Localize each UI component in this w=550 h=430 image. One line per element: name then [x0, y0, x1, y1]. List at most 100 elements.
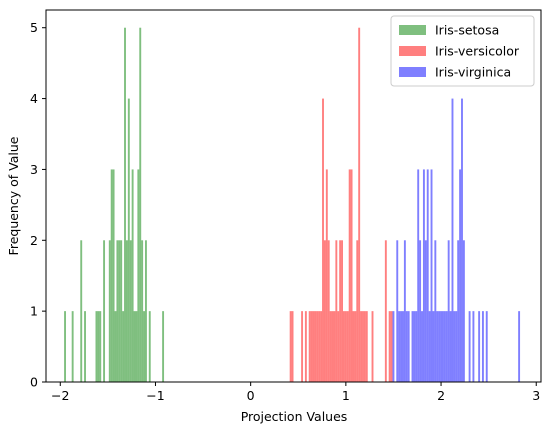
bar-series-0-bin-27: [145, 240, 147, 382]
bar-series-0-bin-5: [97, 311, 100, 382]
bar-series-1-bin-38: [390, 311, 393, 382]
bar-series-0-bin-1: [71, 311, 74, 382]
bar-series-0-bin-19: [129, 240, 132, 382]
bar-series-1-bin-32: [362, 311, 364, 382]
bar-series-1-bin-24: [346, 311, 349, 382]
y-axis-ticks: 0 1 2 3 4 5: [30, 20, 46, 390]
x-axis-label: Projection Values: [241, 409, 348, 424]
y-axis-label: Frequency of Value: [6, 136, 21, 255]
x-tick-label-2: 0: [247, 388, 255, 403]
bar-series-2-bin-23: [440, 311, 442, 382]
bar-series-2-bin-20: [434, 240, 437, 382]
bar-series-2-bin-26: [445, 311, 448, 382]
plot-frame: [45, 9, 542, 383]
bar-series-0-bin-24: [139, 27, 142, 382]
bar-series-2-bin-37: [472, 311, 475, 382]
bar-series-1-bin-19: [337, 311, 340, 382]
bar-series-1-bin-25: [348, 169, 351, 382]
bar-series-0-bin-11: [114, 311, 117, 382]
bar-series-1-bin-27: [352, 311, 355, 382]
legend-swatch-0: [399, 25, 426, 35]
bar-series-0-bin-20: [131, 169, 134, 382]
bar-series-2-bin-10: [415, 311, 418, 382]
bar-series-1-bin-29: [356, 240, 359, 382]
bar-series-1-bin-20: [339, 240, 342, 382]
bar-series-0-bin-3: [84, 311, 86, 382]
legend-box: [390, 15, 535, 87]
y-tick-label-4: 4: [30, 91, 38, 106]
bar-series-1-bin-0: [289, 311, 292, 382]
bar-series-2-bin-30: [453, 311, 456, 382]
bar-series-2-bin-29: [451, 98, 454, 383]
bar-series-0-bin-25: [141, 240, 144, 382]
bar-series-2-bin-33: [459, 169, 462, 382]
bar-series-1-bin-10: [320, 311, 323, 382]
bar-series-0-bin-17: [125, 240, 128, 382]
x-tick-label-0: −2: [51, 388, 69, 403]
bar-series-2-bin-1: [396, 240, 399, 382]
bar-series-2-bin-41: [518, 311, 521, 382]
bar-series-0-bin-13: [118, 240, 121, 382]
y-tick-label-2: 2: [30, 233, 38, 248]
bar-series-1-bin-33: [363, 311, 366, 382]
bar-series-1-bin-12: [323, 240, 326, 382]
bar-series-1-bin-18: [335, 240, 338, 382]
legend-swatch-1: [399, 46, 426, 56]
x-tick-label-3: 1: [342, 388, 350, 403]
bar-series-1-bin-14: [327, 240, 330, 382]
bar-series-2-bin-6: [405, 311, 408, 382]
bar-series-2-bin-9: [413, 311, 416, 382]
bar-series-0-bin-6: [99, 311, 102, 382]
bar-series-2-bin-40: [485, 311, 488, 382]
y-tick-label-1: 1: [30, 304, 38, 319]
bar-series-0-bin-16: [124, 27, 126, 382]
bar-series-0-bin-23: [137, 169, 140, 382]
bar-series-1-bin-11: [322, 98, 324, 383]
bar-series-1-bin-30: [358, 27, 361, 382]
bar-series-2-bin-36: [468, 311, 471, 382]
bar-series-2-bin-7: [407, 311, 410, 382]
bar-series-0-bin-18: [127, 98, 130, 383]
bar-series-0-bin-10: [112, 169, 115, 382]
bar-series-2-bin-16: [426, 169, 429, 382]
x-tick-label-4: 2: [437, 388, 445, 403]
bar-series-2-bin-14: [422, 169, 425, 382]
bar-series-1-bin-7: [314, 311, 317, 382]
bar-series-1-bin-31: [360, 311, 363, 382]
bar-series-1-bin-21: [341, 240, 343, 382]
bar-series-1-bin-28: [354, 311, 357, 382]
bar-series-0-bin-4: [95, 311, 98, 382]
bar-series-2-bin-13: [421, 311, 423, 382]
bar-series-1-bin-6: [312, 311, 315, 382]
bar-series-0-bin-26: [143, 311, 145, 382]
bar-series-2-bin-12: [419, 240, 422, 382]
bar-series-0-bin-22: [135, 311, 138, 382]
bar-series-2-bin-19: [432, 311, 435, 382]
legend-swatch-2: [399, 67, 426, 77]
bar-series-1-bin-2: [301, 311, 304, 382]
bar-series-2-bin-28: [449, 311, 452, 382]
bar-series-1-bin-13: [325, 169, 328, 382]
legend-label-2: Iris-virginica: [435, 65, 511, 80]
legend-label-1: Iris-versicolor: [435, 44, 520, 59]
bar-series-1-bin-37: [388, 311, 391, 382]
bar-series-2-bin-4: [402, 311, 404, 382]
bar-series-2-bin-39: [481, 311, 484, 382]
bar-series-2-bin-18: [430, 169, 433, 382]
bar-series-2-bin-2: [398, 311, 401, 382]
bar-series-2-bin-22: [438, 311, 441, 382]
bar-series-0-bin-7: [103, 240, 106, 382]
bar-series-2-bin-32: [457, 240, 460, 382]
bar-series-2-bin-31: [455, 311, 458, 382]
y-tick-label-5: 5: [30, 20, 38, 35]
legend-label-0: Iris-setosa: [435, 23, 499, 38]
bar-series-1-bin-22: [343, 311, 345, 382]
bar-series-1-bin-16: [331, 311, 334, 382]
bar-series-2-bin-15: [424, 240, 427, 382]
bar-series-2-bin-27: [447, 240, 450, 382]
bar-series-0-bin-8: [108, 240, 111, 382]
bar-series-1-bin-15: [329, 311, 332, 382]
bar-series-0-bin-9: [110, 169, 113, 382]
bar-series-1-bin-36: [384, 240, 387, 382]
bar-series-2-bin-8: [411, 311, 414, 382]
